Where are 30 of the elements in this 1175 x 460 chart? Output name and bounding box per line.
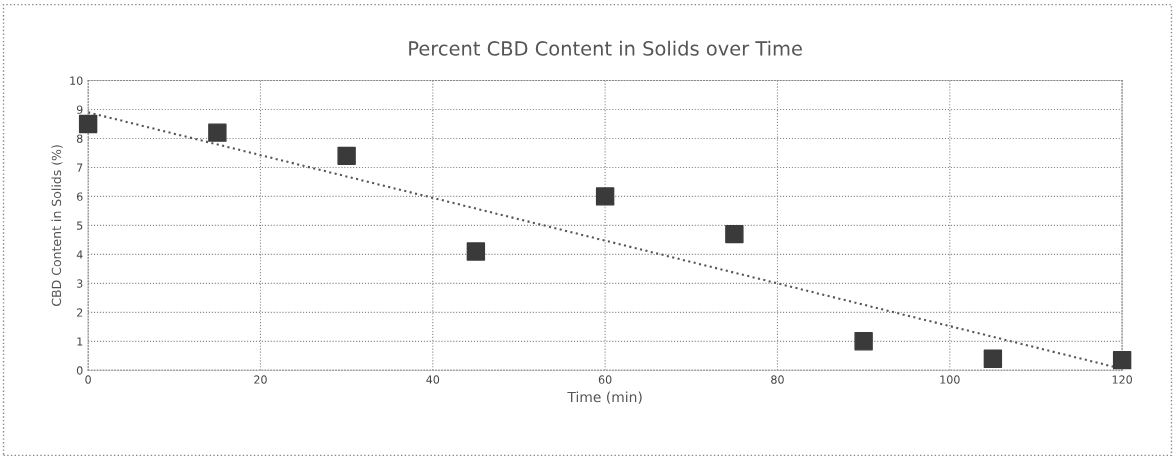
y-tick-label: 6 bbox=[76, 192, 83, 201]
point bbox=[466, 242, 486, 261]
x-tick-label: 40 bbox=[426, 375, 440, 384]
x-tick-label: 20 bbox=[254, 375, 267, 384]
y-tick-label: 0 bbox=[76, 366, 83, 375]
point bbox=[208, 123, 227, 142]
x-tick-label: 80 bbox=[771, 375, 784, 384]
x-tick-label: 120 bbox=[1112, 375, 1132, 384]
y-tick-label: 4 bbox=[76, 250, 83, 259]
x-axis-title: Time (min) bbox=[567, 391, 642, 404]
y-tick-label: 8 bbox=[76, 134, 83, 143]
y-tick-label: 3 bbox=[77, 279, 83, 288]
point bbox=[78, 114, 98, 134]
point bbox=[983, 349, 1003, 368]
y-tick-label: 7 bbox=[77, 163, 83, 172]
point bbox=[595, 187, 615, 206]
y-tick-label: 5 bbox=[77, 221, 83, 230]
y-tick-label: 9 bbox=[76, 105, 83, 114]
point bbox=[854, 332, 873, 351]
chart-title: Percent CBD Content in Solids over Time bbox=[409, 40, 802, 56]
x-tick-label: 0 bbox=[85, 375, 91, 384]
point bbox=[1112, 350, 1132, 370]
x-tick-label: 100 bbox=[940, 375, 960, 384]
x-tick-label: 60 bbox=[598, 375, 612, 384]
y-tick-label: 1 bbox=[77, 337, 83, 346]
point bbox=[337, 146, 356, 166]
point bbox=[725, 224, 744, 244]
y-axis-title: CBD Content in Solids (%) bbox=[51, 145, 63, 306]
y-tick-label: 2 bbox=[77, 308, 83, 317]
y-tick-label: 10 bbox=[70, 76, 83, 85]
